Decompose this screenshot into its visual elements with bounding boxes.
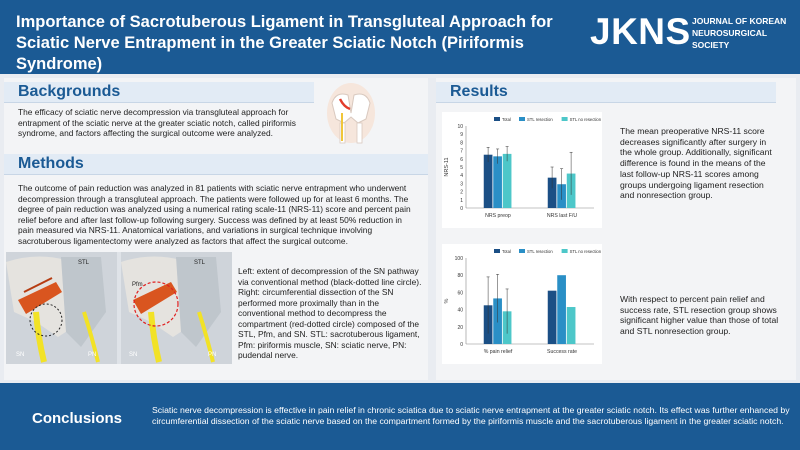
anatomy-figure-left [6,252,117,364]
nrs-chart-legend-swatch-0 [494,117,500,121]
fig-label-sn-left: SN [16,352,24,358]
fig-label-stl-left: STL [78,260,90,266]
nrs-chart-y-tick-label: 7 [460,149,463,155]
figure-caption: Left: extent of decompression of the SN … [238,266,422,360]
nrs-chart-bar [493,156,502,208]
fig-label-sn-right: SN [129,352,137,358]
nrs-chart-legend-swatch-2 [561,117,568,121]
results-text-2: With respect to percent pain relief and … [620,294,779,337]
pain-relief-chart-x-tick-label: % pain relief [484,349,513,355]
pain-relief-chart-legend-swatch-1 [519,249,525,253]
pain-relief-chart-legend-label-2: STL no resection [570,249,602,254]
nrs-chart-legend-swatch-1 [519,117,525,121]
pelvis-icon [327,83,375,144]
nrs-chart-y-axis-label: NRS-11 [444,157,450,176]
nrs-chart-y-tick-label: 4 [460,173,463,179]
pain-relief-chart-y-tick-label: 0 [460,342,463,348]
fig-label-stl-right: STL [194,260,206,266]
nrs-chart-bar [502,153,512,208]
pain-relief-chart-y-tick-label: 60 [457,290,463,296]
fig-label-pn-left: PN [88,352,96,358]
fig-label-pfm: Pfm [132,282,143,288]
pain-relief-chart-y-tick-label: 40 [457,308,463,314]
nrs-chart-y-tick-label: 8 [460,140,463,146]
journal-name-line-2: NEUROSURGICAL [692,28,768,38]
journal-name-line-1: JOURNAL OF KOREAN [692,16,787,26]
methods-text: The outcome of pain reduction was analyz… [18,183,411,246]
results-heading: Results [450,83,508,100]
journal-name-line-3: SOCIETY [692,40,730,50]
title-line-1: Importance of Sacrotuberous Ligament in … [16,13,553,31]
nrs-chart-y-tick-label: 5 [460,165,463,171]
pain-relief-chart-y-axis-label: % [444,298,450,303]
pain-relief-chart-x-tick-label: Success rate [547,349,577,355]
pain-relief-chart-y-tick-label: 20 [457,325,463,331]
journal-logo: JKNS [590,11,691,52]
nrs-chart-legend-label-0: Total [502,117,511,122]
anatomy-figure: STL STL Pfm SN PN SN PN [6,252,232,364]
nrs-chart-bar [483,154,493,208]
methods-heading: Methods [18,155,84,172]
pain-relief-chart-bar [566,307,576,344]
nrs-chart-y-tick-label: 3 [460,181,463,187]
nrs-chart-y-tick-label: 0 [460,206,463,212]
pain-relief-chart-legend-swatch-0 [494,249,500,253]
backgrounds-heading-bar: Backgrounds [4,82,314,103]
pain-relief-chart-legend-swatch-2 [561,249,568,253]
backgrounds-text: The efficacy of sciatic nerve decompress… [18,107,296,138]
pain-relief-chart-legend-label-0: Total [502,249,511,254]
fig-label-pn-right: PN [208,352,216,358]
nrs-chart-x-tick-label: NRS preop [485,213,511,219]
pain-relief-chart-y-tick-label: 100 [455,256,464,262]
nrs-chart-legend-label-2: STL no resection [570,117,602,122]
anatomy-figure-right [121,252,232,364]
header-banner: Importance of Sacrotuberous Ligament in … [0,0,800,74]
pain-relief-chart-bar [557,275,566,344]
poster-title: Importance of Sacrotuberous Ligament in … [16,12,576,75]
nrs-chart-y-tick-label: 9 [460,132,463,138]
results-text-1: The mean preoperative NRS-11 score decre… [620,126,772,201]
nrs-chart-y-tick-label: 6 [460,157,463,163]
title-line-2: Sciatic Nerve Entrapment in the Greater … [16,34,524,73]
conclusions-heading: Conclusions [32,410,123,427]
pain-relief-chart-legend-label-1: STL resection [527,249,553,254]
nrs-chart-y-tick-label: 2 [460,190,463,196]
nrs-chart-y-tick-label: 10 [457,124,463,130]
results-heading-bar: Results [436,82,776,103]
pain-relief-chart-bar [547,290,557,344]
conclusions-text: Sciatic nerve decompression is effective… [152,405,790,426]
nrs-chart-y-tick-label: 1 [460,198,463,204]
nrs-chart: Total STL resection STL no resection 0 1 2 3 4 5… [442,112,602,228]
nrs-chart-bar [547,177,557,208]
nrs-chart-x-tick-label: NRS last F/U [547,213,578,219]
backgrounds-heading: Backgrounds [18,83,121,100]
pain-relief-chart: Total STL resection STL no resection 0 20 40 6… [442,244,602,364]
nrs-chart-legend-label-1: STL resection [527,117,553,122]
methods-heading-bar: Methods [4,154,428,175]
journal-name: JOURNAL OF KOREAN NEUROSURGICAL SOCIETY [692,15,792,51]
pain-relief-chart-y-tick-label: 80 [457,273,463,279]
conclusions-banner: Conclusions Sciatic nerve decompression … [0,383,800,450]
